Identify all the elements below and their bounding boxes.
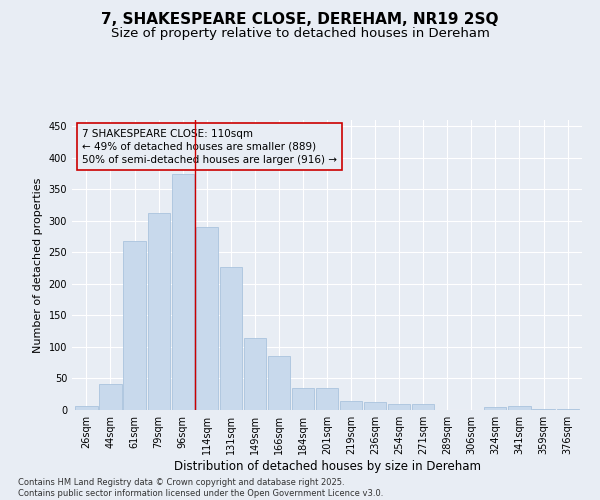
Bar bbox=[340, 400, 362, 410]
Bar bbox=[484, 407, 506, 410]
Bar bbox=[364, 402, 386, 410]
Bar bbox=[124, 241, 146, 410]
Bar bbox=[508, 406, 530, 410]
Bar bbox=[76, 406, 98, 410]
Text: Contains HM Land Registry data © Crown copyright and database right 2025.
Contai: Contains HM Land Registry data © Crown c… bbox=[18, 478, 383, 498]
Bar bbox=[557, 408, 578, 410]
Bar bbox=[412, 404, 434, 410]
Bar bbox=[268, 356, 290, 410]
Bar bbox=[220, 267, 242, 410]
Bar bbox=[172, 174, 194, 410]
Text: 7 SHAKESPEARE CLOSE: 110sqm
← 49% of detached houses are smaller (889)
50% of se: 7 SHAKESPEARE CLOSE: 110sqm ← 49% of det… bbox=[82, 128, 337, 165]
Y-axis label: Number of detached properties: Number of detached properties bbox=[33, 178, 43, 352]
Text: 7, SHAKESPEARE CLOSE, DEREHAM, NR19 2SQ: 7, SHAKESPEARE CLOSE, DEREHAM, NR19 2SQ bbox=[101, 12, 499, 28]
Bar bbox=[316, 388, 338, 410]
Bar bbox=[148, 214, 170, 410]
Bar bbox=[244, 338, 266, 410]
Bar bbox=[100, 384, 122, 410]
Bar bbox=[388, 404, 410, 410]
Text: Size of property relative to detached houses in Dereham: Size of property relative to detached ho… bbox=[110, 28, 490, 40]
Bar bbox=[292, 388, 314, 410]
Bar bbox=[196, 227, 218, 410]
X-axis label: Distribution of detached houses by size in Dereham: Distribution of detached houses by size … bbox=[173, 460, 481, 473]
Bar bbox=[532, 408, 554, 410]
